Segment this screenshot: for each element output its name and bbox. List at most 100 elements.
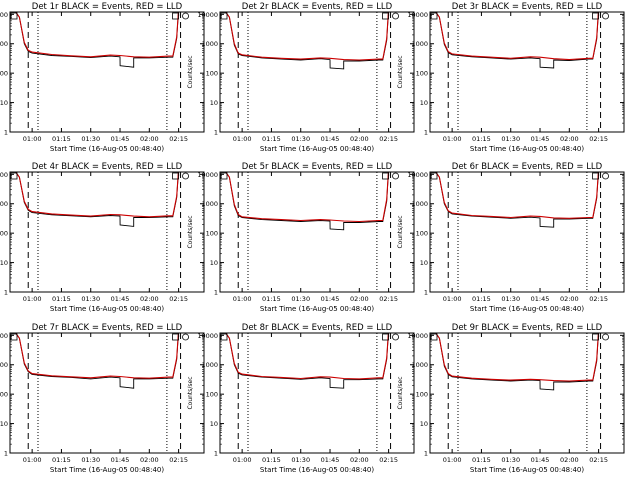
x-axis-label: Start Time (16-Aug-05 00:48:40) xyxy=(470,145,584,153)
panel-title: Det 2r BLACK = Events, RED = LLD xyxy=(242,2,393,12)
panel-det-5: Det 5r BLACK = Events, RED = LLD Counts/s… xyxy=(187,162,415,313)
x-tick-label: 01:30 xyxy=(501,456,520,464)
x-tick-label: 02:15 xyxy=(169,295,188,303)
x-tick-label: 01:00 xyxy=(233,135,252,143)
plot-area xyxy=(435,172,602,292)
x-tick-label: 01:30 xyxy=(81,135,100,143)
plot-frame xyxy=(9,171,205,293)
start-square-marker xyxy=(10,333,18,341)
plot-frame xyxy=(429,171,625,293)
circle-marker xyxy=(182,172,189,180)
x-tick-label: 01:15 xyxy=(52,295,71,303)
y-tick-label: 1 xyxy=(424,289,428,297)
x-tick-label: 01:45 xyxy=(531,295,550,303)
panel-title: Det 4r BLACK = Events, RED = LLD xyxy=(32,162,183,172)
x-tick-label: 01:00 xyxy=(233,295,252,303)
y-tick-label: 1000 xyxy=(0,361,8,369)
x-tick-label: 01:15 xyxy=(262,456,281,464)
x-tick-label: 01:45 xyxy=(321,456,340,464)
y-tick-label: 1 xyxy=(214,450,218,458)
x-tick-label: 01:45 xyxy=(111,295,130,303)
x-tick-label: 01:30 xyxy=(501,295,520,303)
panel-title: Det 5r BLACK = Events, RED = LLD xyxy=(242,162,393,172)
square-marker xyxy=(382,333,389,341)
x-axis-label: Start Time (16-Aug-05 00:48:40) xyxy=(50,145,164,153)
y-axis-label: Counts/sec xyxy=(397,215,404,248)
x-tick-label: 01:00 xyxy=(233,456,252,464)
square-marker xyxy=(172,172,179,180)
y-tick-label: 100 xyxy=(416,230,428,238)
x-axis-label: Start Time (16-Aug-05 00:48:40) xyxy=(50,466,164,474)
x-tick-label: 02:15 xyxy=(379,456,398,464)
square-marker xyxy=(172,333,179,341)
x-tick-label: 02:00 xyxy=(350,295,369,303)
series-line-lld xyxy=(225,172,389,223)
y-tick-label: 10 xyxy=(420,259,428,267)
series-line-lld xyxy=(15,172,179,218)
x-tick-label: 01:30 xyxy=(291,135,310,143)
x-tick-label: 01:15 xyxy=(262,135,281,143)
y-tick-label: 10000 xyxy=(407,11,428,19)
series-line-lld xyxy=(435,333,599,382)
plot-frame xyxy=(219,11,415,133)
y-axis-label: Counts/sec xyxy=(187,55,194,88)
panel-det-3: Det 3r BLACK = Events, RED = LLD Counts/s… xyxy=(397,2,625,153)
circle-marker xyxy=(602,172,609,180)
y-tick-label: 100 xyxy=(206,230,218,238)
plot-area xyxy=(225,333,392,453)
y-axis-label: Counts/sec xyxy=(397,376,404,409)
y-tick-label: 10000 xyxy=(197,332,218,340)
x-tick-label: 01:45 xyxy=(531,456,550,464)
x-tick-label: 01:00 xyxy=(443,456,462,464)
y-tick-label: 100 xyxy=(0,70,8,78)
series-line-lld xyxy=(435,12,599,61)
plot-area xyxy=(435,333,602,453)
plot-area xyxy=(15,172,182,292)
start-square-marker xyxy=(10,172,18,180)
circle-marker xyxy=(602,12,609,20)
square-marker xyxy=(382,172,389,180)
y-tick-label: 10000 xyxy=(0,332,8,340)
x-tick-label: 01:00 xyxy=(23,295,42,303)
x-tick-label: 01:30 xyxy=(501,135,520,143)
square-marker xyxy=(592,12,599,20)
series-line-events xyxy=(15,12,179,68)
x-tick-label: 02:00 xyxy=(140,295,159,303)
start-square-marker xyxy=(220,333,228,341)
x-tick-label: 01:30 xyxy=(291,295,310,303)
series-line-lld xyxy=(15,12,179,58)
y-tick-label: 10 xyxy=(210,259,218,267)
start-square-marker xyxy=(10,12,18,20)
x-tick-label: 02:00 xyxy=(350,135,369,143)
x-tick-label: 01:15 xyxy=(52,456,71,464)
y-tick-label: 10 xyxy=(0,99,8,107)
panel-title: Det 8r BLACK = Events, RED = LLD xyxy=(242,323,393,333)
y-tick-label: 10000 xyxy=(0,171,8,179)
x-tick-label: 01:45 xyxy=(321,295,340,303)
y-tick-label: 1 xyxy=(214,289,218,297)
x-tick-label: 02:15 xyxy=(589,135,608,143)
series-line-events xyxy=(225,333,389,389)
x-tick-label: 01:45 xyxy=(111,135,130,143)
x-tick-label: 02:15 xyxy=(589,295,608,303)
y-tick-label: 10 xyxy=(0,420,8,428)
x-tick-label: 01:00 xyxy=(23,135,42,143)
plot-frame xyxy=(9,11,205,133)
y-tick-label: 10 xyxy=(210,420,218,428)
panel-det-1: Det 1r BLACK = Events, RED = LLD Counts/s… xyxy=(0,2,205,153)
y-tick-label: 10000 xyxy=(197,11,218,19)
x-tick-label: 01:00 xyxy=(443,295,462,303)
y-tick-label: 1000 xyxy=(201,40,218,48)
x-axis-label: Start Time (16-Aug-05 00:48:40) xyxy=(260,305,374,313)
y-tick-label: 1000 xyxy=(201,361,218,369)
y-tick-label: 100 xyxy=(206,70,218,78)
y-tick-label: 1000 xyxy=(411,361,428,369)
panel-title: Det 7r BLACK = Events, RED = LLD xyxy=(32,323,183,333)
panel-title: Det 1r BLACK = Events, RED = LLD xyxy=(32,2,183,12)
x-tick-label: 01:00 xyxy=(23,456,42,464)
panel-det-7: Det 7r BLACK = Events, RED = LLD Counts/s… xyxy=(0,323,205,474)
circle-marker xyxy=(392,333,399,341)
circle-marker xyxy=(602,333,609,341)
circle-marker xyxy=(392,172,399,180)
